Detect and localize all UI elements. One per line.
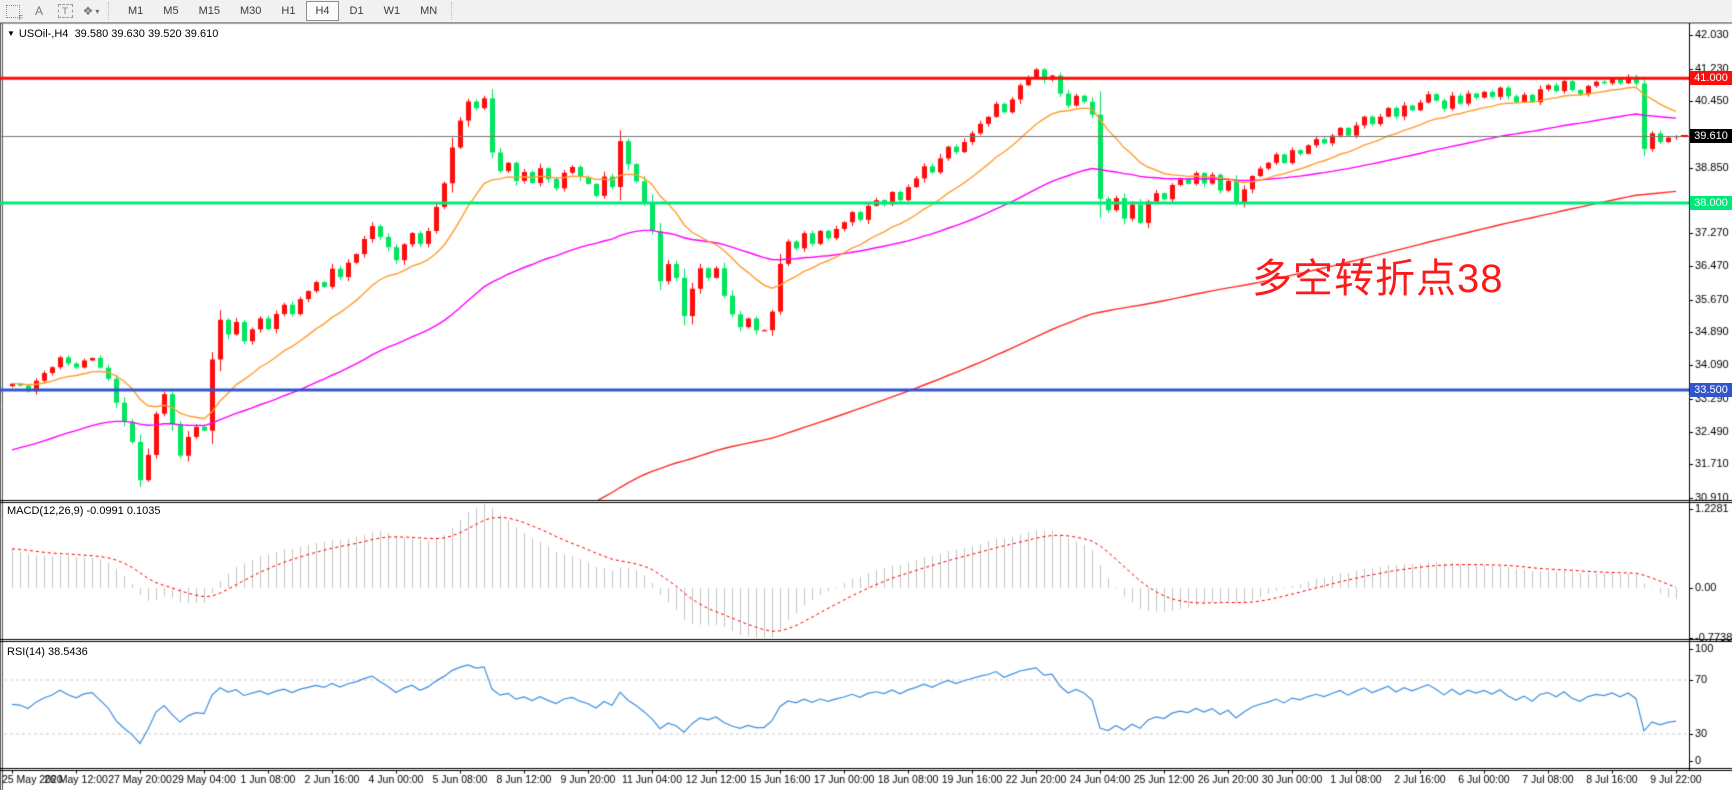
timeframe-button-m1[interactable]: M1 [128,5,144,17]
text-label-tool-icon[interactable]: T [52,1,78,21]
timeframe-button-mn[interactable]: MN [420,5,438,17]
chart-ohlc-values: 39.580 39.630 39.520 39.610 [74,28,219,40]
chart-title: ▼ USOil-,H4 39.580 39.630 39.520 39.610 [7,28,218,40]
annotation-tools-group: F A T ❖ ▾ [0,0,104,22]
rsi-indicator-label: RSI(14) 38.5436 [7,646,88,658]
timeframe-button-w1[interactable]: W1 [383,5,401,17]
symbol-dropdown-icon[interactable]: ▼ [7,29,15,38]
macd-signal-value: 0.1035 [126,505,161,517]
dropdown-caret-icon: ▾ [95,6,100,16]
current-price-badge: 39.610 [1690,129,1732,143]
rsi-value: 38.5436 [47,646,88,658]
price-chart-canvas[interactable] [0,23,1732,790]
timeframe-button-d1[interactable]: D1 [349,5,364,17]
font-tool-icon[interactable]: A [34,4,43,18]
timeframe-button-h4[interactable]: H4 [306,1,339,21]
toolbar-separator [108,2,114,20]
arrange-objects-icon[interactable]: ❖ ▾ [82,4,100,18]
chart-grid-properties-icon[interactable]: F [0,1,26,22]
timeframe-button-m5[interactable]: M5 [163,5,179,17]
price-level-badge-33.500[interactable]: 33.500 [1690,383,1732,397]
price-level-badge-41.000[interactable]: 41.000 [1690,71,1732,85]
chart-symbol-period: USOil-,H4 [18,28,69,40]
macd-indicator-label: MACD(12,26,9) -0.0991 0.1035 [7,505,161,517]
annotation-text: 多空转折点38 [1252,257,1504,301]
chart-window: ▼ USOil-,H4 39.580 39.630 39.520 39.610 M… [0,23,1732,790]
timeframe-buttons-group: M1 M5 M15 M30 H1 H4 D1 W1 MN [118,0,447,22]
chart-toolbar: F A T ❖ ▾ M1 M5 M15 M30 H1 H4 D1 W1 MN [0,0,1732,23]
timeframe-button-h1[interactable]: H1 [281,5,296,17]
price-level-badge-38.000[interactable]: 38.000 [1690,196,1732,210]
timeframe-button-m30[interactable]: M30 [239,5,262,17]
toolbar-separator [451,2,457,20]
macd-main-value: -0.0991 [86,505,124,517]
timeframe-button-m15[interactable]: M15 [198,5,220,17]
